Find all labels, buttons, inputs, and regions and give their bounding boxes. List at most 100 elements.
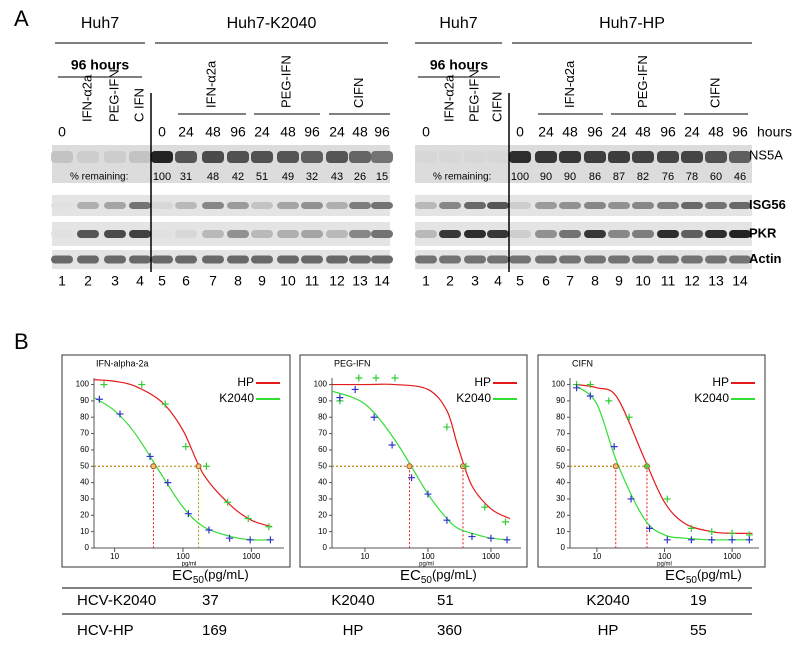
- blot-band: [729, 230, 751, 238]
- treatment-label: IFN-α2a: [203, 60, 218, 108]
- lane-header: 24: [684, 124, 700, 140]
- remaining-value: 82: [637, 171, 649, 183]
- remaining-value: 60: [710, 171, 722, 183]
- lane-number: 3: [471, 273, 479, 289]
- duration-label: 96 hours: [71, 57, 130, 73]
- data-point: [182, 443, 190, 451]
- blot-band: [509, 230, 531, 238]
- remaining-value: 51: [256, 171, 268, 183]
- blot-band: [415, 230, 437, 238]
- blot-band: [608, 151, 630, 163]
- blot-band: [632, 255, 654, 264]
- data-point: [481, 503, 489, 511]
- data-point: [95, 395, 103, 403]
- data-point: [501, 518, 509, 526]
- data-point: [246, 536, 254, 544]
- blot-band: [51, 255, 73, 264]
- lane-header: PEG-IFN: [106, 69, 121, 122]
- lane-header: 24: [538, 124, 554, 140]
- row-label: Actin: [749, 251, 782, 266]
- blot-band: [371, 151, 393, 163]
- treatment-label: PEG-IFN: [635, 55, 650, 108]
- blot-band: [464, 202, 486, 209]
- blot-band: [277, 255, 299, 264]
- data-point: [244, 515, 252, 523]
- time-unit: hours: [757, 124, 792, 140]
- blot-band: [277, 230, 299, 238]
- data-point: [355, 374, 363, 382]
- y-tick-label: 100: [314, 380, 328, 389]
- y-tick-label: 50: [318, 461, 327, 470]
- blot-band: [251, 151, 273, 163]
- blot-band: [705, 151, 727, 163]
- data-point: [643, 462, 651, 470]
- blot-band: [439, 151, 461, 163]
- x-tick-label: 100: [421, 552, 435, 561]
- remaining-value: 49: [282, 171, 294, 183]
- ec50-value: 169: [202, 622, 227, 639]
- blot-band: [151, 151, 173, 163]
- blot-band: [202, 230, 224, 238]
- blot-band: [559, 230, 581, 238]
- x-tick-label: 1000: [482, 552, 500, 561]
- blot-band: [415, 202, 437, 209]
- duration-label: 96 hours: [430, 57, 489, 73]
- blot-band: [415, 255, 437, 264]
- lane-number: 14: [732, 273, 748, 289]
- y-tick-label: 10: [318, 527, 327, 536]
- remaining-value: 48: [207, 171, 219, 183]
- lane-header: IFN-α2a: [79, 74, 94, 122]
- data-point: [745, 536, 753, 544]
- y-tick-label: 40: [556, 478, 565, 487]
- data-point: [687, 524, 695, 532]
- blot-band: [129, 230, 151, 238]
- lane-header: 48: [562, 124, 578, 140]
- data-point: [708, 528, 716, 536]
- x-tick-label: 10: [360, 552, 369, 561]
- remaining-value: 42: [232, 171, 244, 183]
- blot-band: [227, 255, 249, 264]
- group-label: Huh7: [81, 15, 119, 32]
- lane-number: 8: [234, 273, 242, 289]
- blot-band: [559, 255, 581, 264]
- data-point: [610, 443, 618, 451]
- lane-number: 14: [374, 273, 390, 289]
- ec50-point: [406, 463, 413, 470]
- treatment-label: IFN-α2a: [562, 60, 577, 108]
- data-point: [226, 534, 234, 542]
- blot-band: [584, 202, 606, 209]
- y-tick-label: 90: [556, 396, 565, 405]
- data-point: [391, 374, 399, 382]
- treatment-label: PEG-IFN: [278, 55, 293, 108]
- blot-band: [77, 202, 99, 209]
- lane-number: 13: [352, 273, 368, 289]
- data-point: [728, 536, 736, 544]
- header-main: EC: [665, 567, 686, 584]
- blot-band: [301, 255, 323, 264]
- blot-band: [349, 151, 371, 163]
- blot-band: [202, 151, 224, 163]
- blot-band: [464, 255, 486, 264]
- blot-band: [227, 151, 249, 163]
- legend-label: K2040: [694, 391, 729, 405]
- ec50-point: [612, 463, 619, 470]
- lane-header: 0: [158, 124, 166, 140]
- blot-band: [729, 151, 751, 163]
- x-axis-label: pg/ml: [657, 562, 672, 568]
- blot-band: [371, 202, 393, 209]
- blot-band: [681, 255, 703, 264]
- data-point: [586, 392, 594, 400]
- blot-band: [227, 202, 249, 209]
- data-point: [116, 410, 124, 418]
- lane-number: 12: [684, 273, 700, 289]
- lane-header: 96: [374, 124, 390, 140]
- lane-header: 24: [611, 124, 627, 140]
- remaining-value: 100: [153, 171, 171, 183]
- y-tick-label: 60: [556, 445, 565, 454]
- ec50-value: 55: [690, 622, 707, 639]
- blot-band: [251, 230, 273, 238]
- remaining-value: 86: [589, 171, 601, 183]
- header-sub: 50: [686, 575, 698, 586]
- blot-band: [129, 151, 151, 163]
- chart-frame: [61, 354, 291, 568]
